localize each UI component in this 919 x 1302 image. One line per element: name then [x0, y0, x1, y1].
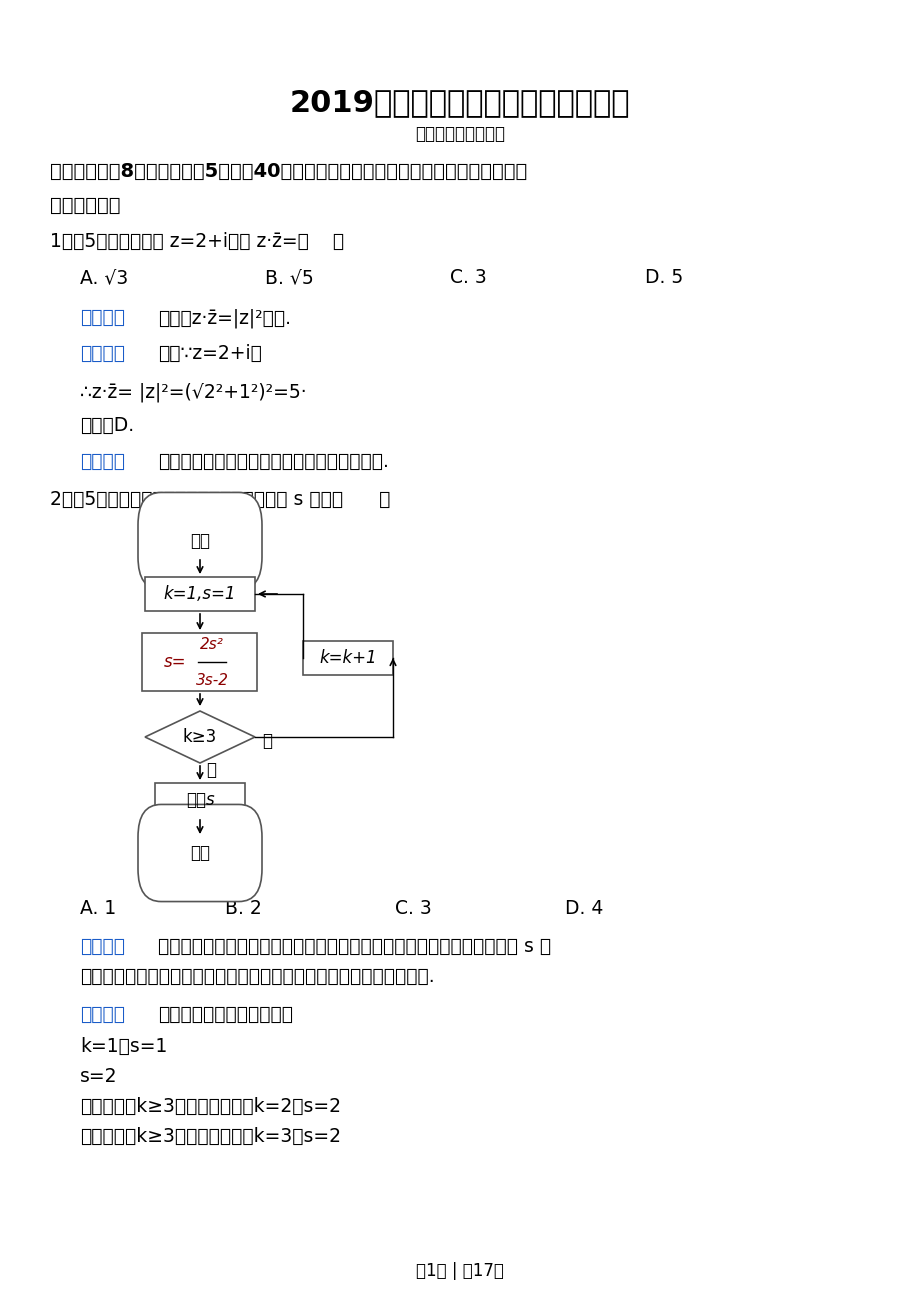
Text: 不满足条件k≥3，执行循环体，k=3，s=2: 不满足条件k≥3，执行循环体，k=3，s=2 [80, 1128, 341, 1146]
Text: 直接由z·z̄=|z|²求解.: 直接由z·z̄=|z|²求解. [158, 309, 290, 328]
Text: 2．（5分）执行如图所示的程序框图，输出的 s 值为（      ）: 2．（5分）执行如图所示的程序框图，输出的 s 值为（ ） [50, 490, 390, 509]
Text: B. 2: B. 2 [225, 898, 262, 918]
Text: 由已知中的程序语句可知：该程序的功能是利用循环结构计算并输出变量 s 的: 由已知中的程序语句可知：该程序的功能是利用循环结构计算并输出变量 s 的 [158, 937, 550, 956]
Text: 参考答案与试题解析: 参考答案与试题解析 [414, 125, 505, 143]
Text: 结束: 结束 [190, 844, 210, 862]
Text: k≥3: k≥3 [183, 728, 217, 746]
Text: s=2: s=2 [80, 1068, 118, 1086]
Text: 一、选择题共8小题，每小题5分，共40分。在每小题列出的四个选项中，选出符合题目: 一、选择题共8小题，每小题5分，共40分。在每小题列出的四个选项中，选出符合题目 [50, 161, 527, 181]
Text: 第1页 | 共17页: 第1页 | 共17页 [415, 1262, 504, 1280]
Text: 是: 是 [206, 760, 216, 779]
Text: 【点评】: 【点评】 [80, 452, 125, 471]
Text: 3s-2: 3s-2 [196, 673, 228, 687]
Text: k=1,s=1: k=1,s=1 [164, 585, 236, 603]
Text: 【分析】: 【分析】 [80, 309, 125, 327]
Text: 2s²: 2s² [199, 637, 223, 652]
Text: A. √3: A. √3 [80, 268, 128, 286]
Text: k=1，s=1: k=1，s=1 [80, 1036, 167, 1056]
Bar [302, 641, 392, 674]
Bar [142, 633, 257, 691]
Text: 要求的一项。: 要求的一项。 [50, 197, 120, 215]
Text: D. 4: D. 4 [564, 898, 603, 918]
Bar [154, 783, 244, 816]
Text: 故选：D.: 故选：D. [80, 417, 134, 435]
Text: 【解答】: 【解答】 [80, 1005, 125, 1023]
Text: B. √5: B. √5 [265, 268, 313, 286]
Text: A. 1: A. 1 [80, 898, 116, 918]
Text: s=: s= [164, 654, 186, 671]
Text: 开始: 开始 [190, 533, 210, 549]
Text: ∴z·z̄= |z|²=(√2²+1²)²=5·: ∴z·z̄= |z|²=(√2²+1²)²=5· [80, 381, 306, 401]
Text: 本题考查复数及其运算性质，是基础的计算题.: 本题考查复数及其运算性质，是基础的计算题. [158, 452, 389, 471]
FancyBboxPatch shape [138, 492, 262, 590]
Text: 输出s: 输出s [186, 792, 214, 809]
Text: k=k+1: k=k+1 [319, 648, 377, 667]
Text: 2019年北京市高考数学试卷（理科）: 2019年北京市高考数学试卷（理科） [289, 89, 630, 117]
Text: 否: 否 [262, 732, 272, 750]
Text: C. 3: C. 3 [394, 898, 431, 918]
Text: 【分析】: 【分析】 [80, 937, 125, 956]
Text: 解：模拟程序的运行，可得: 解：模拟程序的运行，可得 [158, 1005, 292, 1023]
Polygon shape [145, 711, 255, 763]
Text: C. 3: C. 3 [449, 268, 486, 286]
Bar [145, 577, 255, 611]
FancyBboxPatch shape [138, 805, 262, 901]
Text: D. 5: D. 5 [644, 268, 683, 286]
Text: 【解答】: 【解答】 [80, 344, 125, 363]
Text: 1．（5分）已知复数 z=2+i，则 z·z̄=（    ）: 1．（5分）已知复数 z=2+i，则 z·z̄=（ ） [50, 232, 344, 251]
Text: 不满足条件k≥3，执行循环体，k=2，s=2: 不满足条件k≥3，执行循环体，k=2，s=2 [80, 1098, 341, 1116]
Text: 值，模拟程序的运行过程，分析循环中各变量值的变化情况，可得答案.: 值，模拟程序的运行过程，分析循环中各变量值的变化情况，可得答案. [80, 967, 434, 986]
Text: 解：∵z=2+i，: 解：∵z=2+i， [158, 344, 262, 363]
